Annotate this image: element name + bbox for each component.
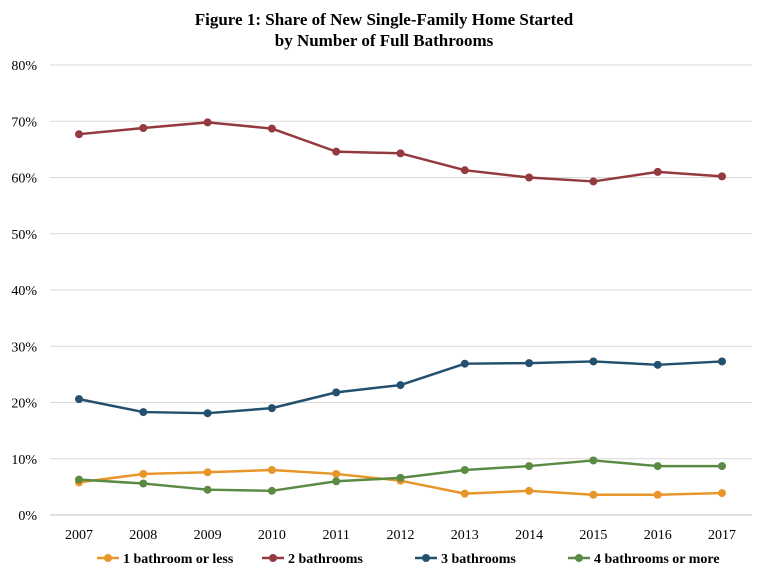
legend-swatch-marker	[104, 554, 112, 562]
x-axis-tick-labels: 2007 2008 2009 2010 2011 2012 2013 2014 2015 2016…	[65, 528, 736, 543]
y-tick-label: 80%	[11, 59, 37, 74]
data-point	[718, 462, 726, 471]
data-point	[332, 147, 341, 156]
data-point	[525, 486, 534, 495]
legend-item: 2 bathrooms	[262, 552, 363, 567]
data-point	[460, 489, 469, 498]
y-tick-label: 0%	[18, 509, 37, 524]
gridlines	[50, 64, 752, 460]
y-tick-label: 50%	[11, 228, 37, 243]
legend-item: 3 bathrooms	[415, 552, 516, 567]
legend-swatch-marker	[269, 554, 277, 562]
data-point	[139, 469, 148, 478]
x-tick-label: 2015	[579, 528, 607, 543]
y-tick-label: 70%	[11, 115, 37, 130]
legend-label: 2 bathrooms	[288, 552, 363, 567]
data-point	[589, 456, 598, 465]
y-tick-label: 40%	[11, 284, 37, 299]
data-point	[267, 486, 276, 495]
x-tick-label: 2007	[65, 528, 93, 543]
data-point	[139, 408, 148, 417]
data-point	[653, 490, 662, 499]
data-point	[589, 177, 598, 186]
x-tick-label: 2010	[258, 528, 286, 543]
data-point	[718, 357, 726, 366]
data-point	[203, 468, 212, 477]
data-point	[525, 462, 534, 471]
data-point	[589, 490, 598, 499]
y-axis-tick-labels: 0% 10% 20% 30% 40% 50% 60% 70% 80%	[11, 59, 37, 524]
series-layer	[75, 118, 726, 499]
x-tick-label: 2017	[708, 528, 736, 543]
x-tick-label: 2014	[515, 528, 543, 543]
chart-title-line-1: Figure 1: Share of New Single-Family Hom…	[194, 10, 574, 29]
data-point	[589, 357, 598, 366]
data-point	[396, 473, 405, 482]
x-tick-label: 2011	[322, 528, 349, 543]
data-point	[267, 124, 276, 133]
y-tick-label: 60%	[11, 172, 37, 187]
legend: 1 bathroom or less 2 bathrooms 3 bathrooms…	[97, 552, 720, 567]
x-tick-label: 2009	[194, 528, 222, 543]
data-point	[525, 359, 534, 368]
data-point	[267, 466, 276, 474]
data-point	[139, 479, 148, 488]
y-tick-label: 30%	[11, 340, 37, 355]
x-tick-label: 2012	[387, 528, 415, 543]
x-tick-label: 2016	[644, 528, 672, 543]
data-point	[332, 469, 341, 478]
data-point	[332, 477, 341, 486]
data-point	[653, 167, 662, 176]
data-point	[653, 360, 662, 369]
chart-title: Figure 1: Share of New Single-Family Hom…	[0, 9, 768, 51]
legend-item: 1 bathroom or less	[97, 552, 234, 567]
data-point	[460, 359, 469, 368]
series-2	[75, 118, 726, 186]
x-tick-label: 2013	[451, 528, 479, 543]
series-1	[75, 466, 726, 499]
data-point	[139, 124, 148, 132]
x-tick-label: 2008	[129, 528, 157, 543]
data-point	[75, 395, 83, 404]
data-point	[396, 149, 405, 158]
data-point	[460, 466, 469, 474]
data-point	[460, 166, 469, 175]
data-point	[718, 172, 726, 181]
data-point	[525, 173, 534, 182]
legend-label: 4 bathrooms or more	[594, 552, 720, 567]
data-point	[203, 118, 212, 127]
data-point	[75, 130, 83, 139]
data-point	[396, 381, 405, 390]
legend-swatch-marker	[422, 554, 430, 562]
legend-label: 3 bathrooms	[441, 552, 516, 567]
chart-title-line-2: by Number of Full Bathrooms	[274, 31, 494, 50]
y-tick-label: 10%	[11, 453, 37, 468]
data-point	[203, 409, 212, 418]
data-point	[203, 485, 212, 494]
data-point	[332, 388, 341, 397]
data-point	[75, 475, 83, 484]
legend-label: 1 bathroom or less	[123, 552, 234, 567]
data-point	[718, 489, 726, 498]
series-4	[75, 456, 726, 495]
legend-swatch-marker	[575, 554, 583, 562]
y-tick-label: 20%	[11, 397, 37, 412]
series-3	[75, 357, 726, 418]
data-point	[267, 404, 276, 413]
data-point	[653, 462, 662, 471]
legend-item: 4 bathrooms or more	[568, 552, 720, 567]
